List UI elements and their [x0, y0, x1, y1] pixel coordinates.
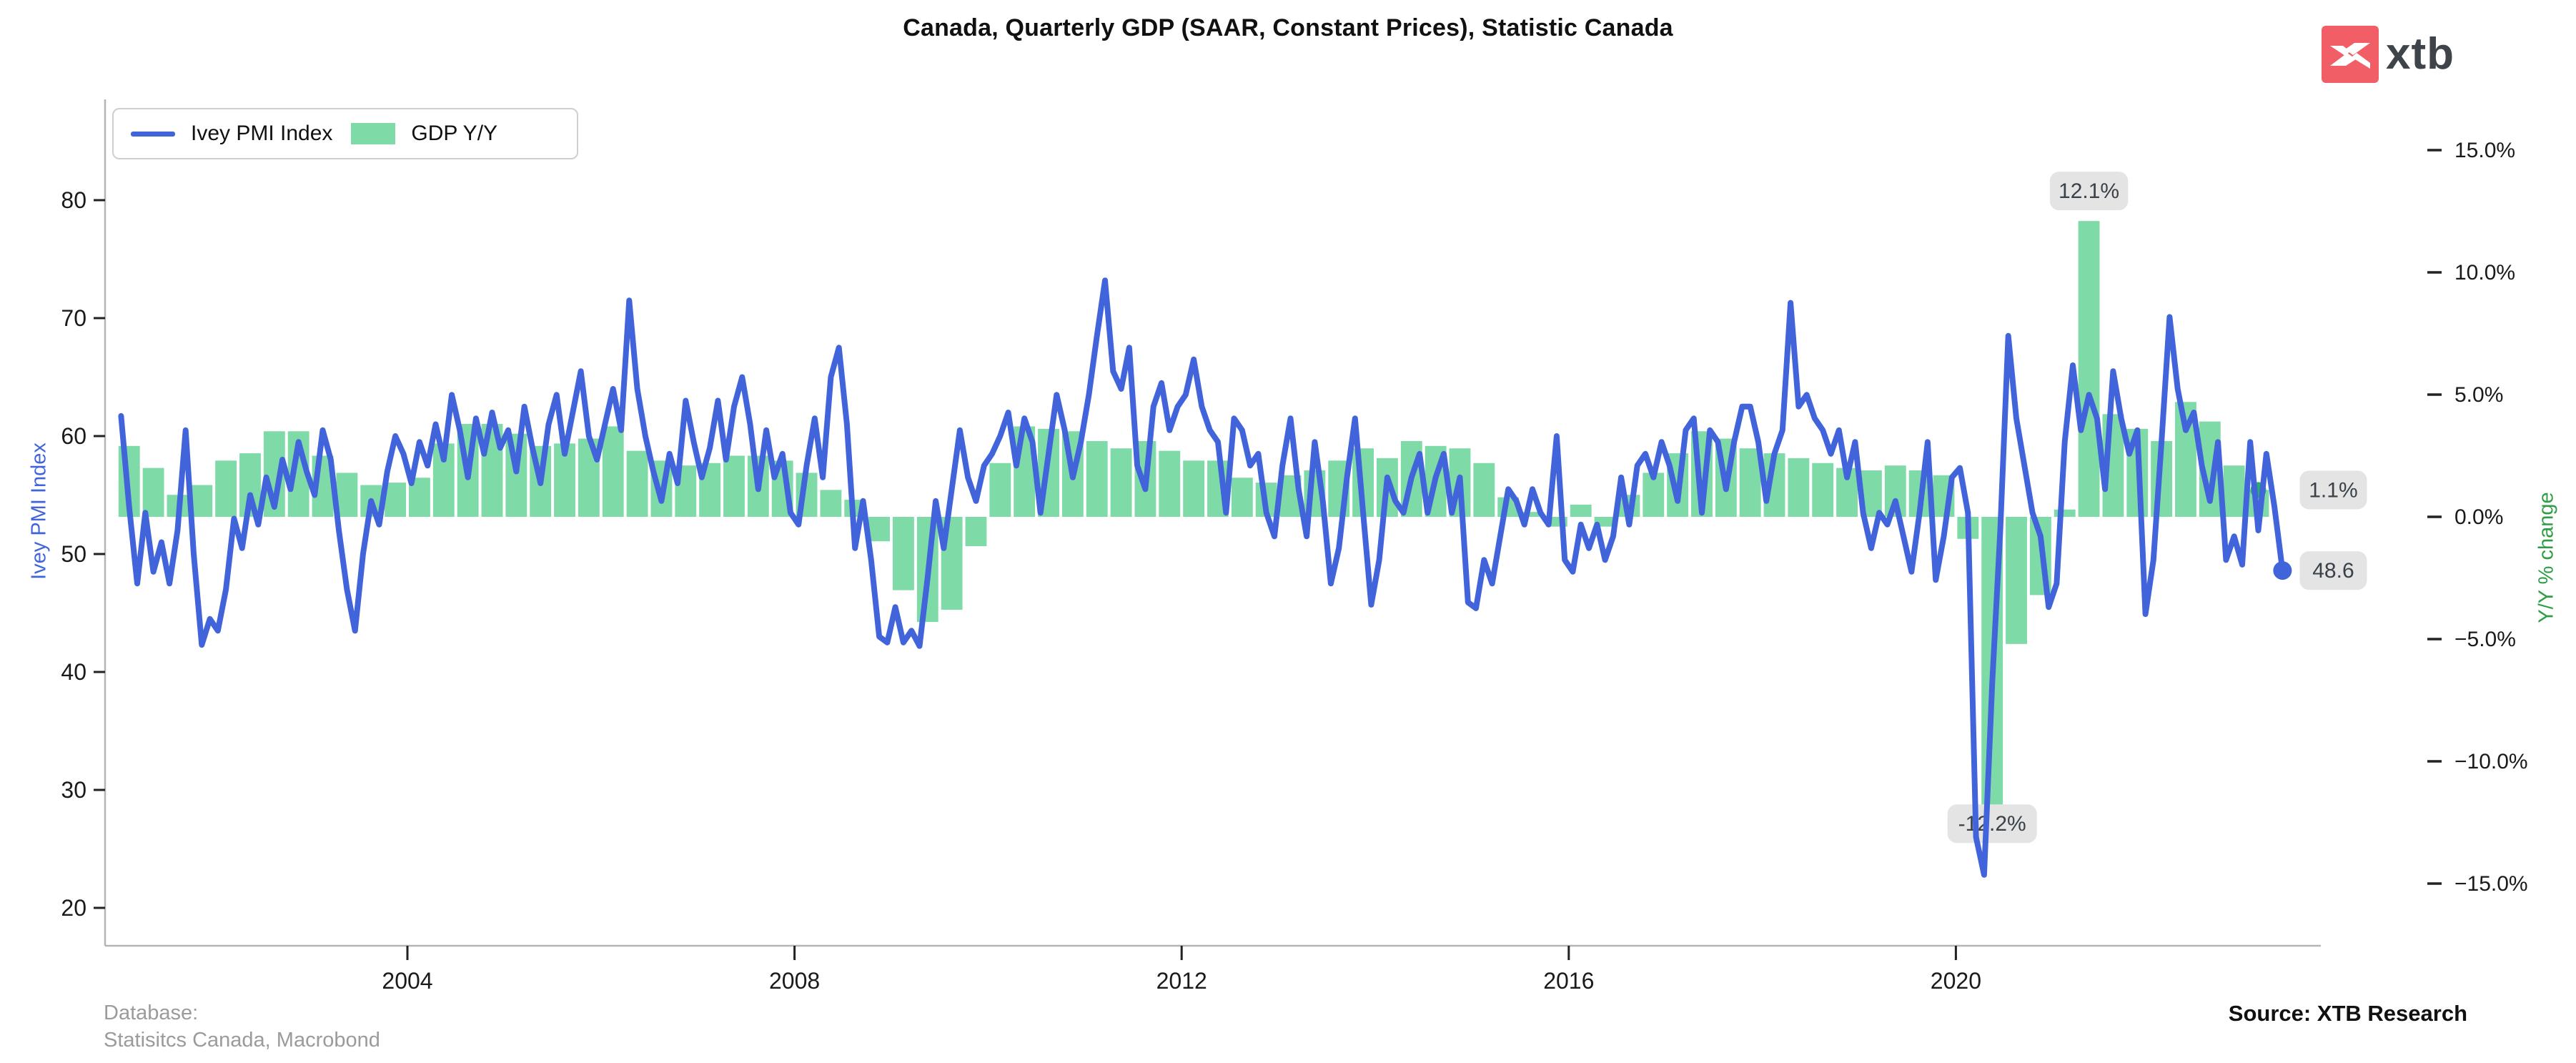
right-axis-tick-label: 15.0%	[2454, 139, 2515, 162]
gdp-bar	[626, 450, 648, 517]
left-axis-tick-label: 30	[61, 777, 86, 803]
gdp-bar	[1812, 463, 1834, 517]
gdp-bar	[1086, 440, 1108, 517]
gdp-bar	[1788, 458, 1810, 517]
right-axis-tick-label: 10.0%	[2454, 261, 2515, 285]
left-axis-tick-label: 50	[61, 541, 86, 567]
right-axis-tick-label: −5.0%	[2454, 628, 2516, 651]
left-axis-tick-label: 70	[61, 305, 86, 331]
x-axis-tick-label: 2016	[1543, 968, 1594, 994]
gdp-bar	[2223, 465, 2245, 517]
gdp-bar	[215, 460, 237, 517]
legend-item-gdp: GDP Y/Y	[351, 122, 497, 146]
gdp-bar	[989, 463, 1011, 517]
left-axis-tick-label: 20	[61, 895, 86, 921]
database-note: Database: Statisitcs Canada, Macrobond	[104, 999, 380, 1054]
gdp-bar	[1183, 460, 1205, 517]
gdp-bar	[820, 490, 842, 517]
left-axis-tick-label: 80	[61, 187, 86, 213]
gdp-bar	[602, 426, 624, 517]
chart-legend: Ivey PMI Index GDP Y/Y	[112, 108, 578, 159]
annotation-label: 12.1%	[2059, 179, 2119, 203]
annotation-label: 1.1%	[2309, 478, 2357, 502]
xtb-logo-text: xtb	[2386, 29, 2454, 79]
gdp-bar	[1473, 463, 1495, 517]
gdp-bar	[1110, 448, 1132, 517]
legend-item-pmi: Ivey PMI Index	[131, 122, 332, 146]
pmi-line	[118, 277, 2286, 878]
gdp-bar	[1522, 512, 1543, 517]
gdp-bar	[2078, 221, 2100, 517]
database-label: Database:	[104, 1002, 199, 1024]
x-axis-tick-label: 2008	[769, 968, 820, 994]
chart-title: Canada, Quarterly GDP (SAAR, Constant Pr…	[903, 14, 1673, 41]
gdp-bar	[1159, 450, 1181, 517]
annotation-label: -12.2%	[1958, 812, 2026, 836]
annotation-box	[2299, 551, 2367, 590]
right-axis-tick-label: −10.0%	[2454, 750, 2528, 773]
x-axis-tick-label: 2020	[1931, 968, 1981, 994]
annotation-label: 48.6	[2312, 559, 2354, 583]
gdp-bar	[965, 517, 987, 547]
x-axis-tick-label: 2012	[1156, 968, 1207, 994]
right-axis-tick-label: −15.0%	[2454, 872, 2528, 896]
gdp-bar	[191, 485, 213, 517]
left-axis-tick-label: 60	[61, 423, 86, 449]
gdp-bar-swatch-icon	[351, 123, 396, 144]
gdp-bar	[336, 473, 358, 517]
source-note: Source: XTB Research	[2228, 1001, 2467, 1026]
right-axis-tick-label: 5.0%	[2454, 383, 2503, 407]
legend-label-gdp: GDP Y/Y	[411, 122, 498, 145]
annotations: 12.1% -12.2% 1.1% 48.6	[1947, 172, 2367, 844]
xtb-logo: xtb	[2322, 26, 2454, 83]
annotation-box	[2299, 470, 2367, 510]
legend-label-pmi: Ivey PMI Index	[191, 122, 333, 145]
gdp-bar	[723, 455, 745, 517]
left-axis-tick-label: 40	[61, 659, 86, 685]
pmi-line-swatch-icon	[131, 131, 175, 137]
gdp-bar	[868, 517, 890, 542]
gdp-bar	[893, 517, 914, 590]
pmi-end-marker	[2273, 561, 2292, 580]
database-value: Statisitcs Canada, Macrobond	[104, 1029, 380, 1052]
gdp-bar	[1570, 504, 1592, 517]
right-axis-tick-label: 0.0%	[2454, 505, 2503, 529]
gdp-bar	[2054, 509, 2076, 517]
x-axis-tick-label: 2004	[382, 968, 432, 994]
gdp-bar	[142, 468, 164, 517]
gdp-bar	[385, 483, 406, 517]
gdp-bar	[2006, 517, 2027, 644]
gdp-bar	[1739, 448, 1761, 517]
annotation-box	[2049, 172, 2129, 211]
xtb-logo-icon	[2322, 26, 2379, 83]
annotation-box	[1947, 804, 2037, 844]
gdp-bar	[1231, 478, 1253, 517]
